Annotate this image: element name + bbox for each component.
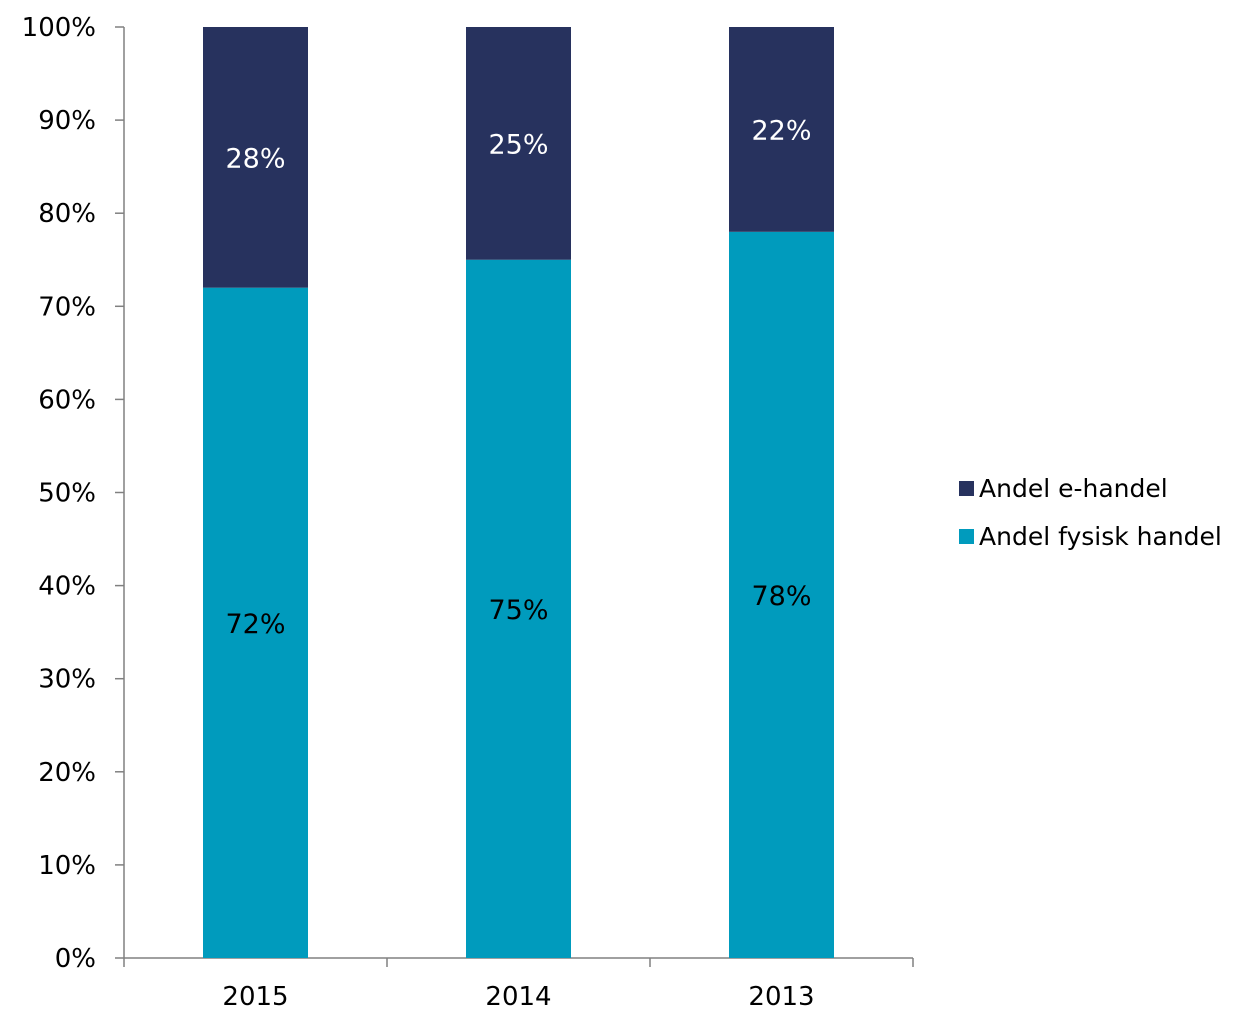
x-tick-label: 2015 [222, 982, 288, 1010]
legend-swatch [959, 529, 974, 544]
y-axis: 0% 10% 20% 30% 40% 50% 60% 70% 80% 90% 100% [22, 13, 125, 974]
data-label: 22% [751, 115, 811, 146]
data-label: 28% [225, 143, 285, 174]
y-tick-label: 50% [38, 479, 96, 509]
bar-segment-e-handel-2015 [203, 27, 308, 288]
y-tick-label: 0% [55, 944, 96, 974]
data-label: 78% [751, 581, 811, 612]
bar-segment-fysisk-handel-2015 [203, 287, 308, 958]
legend-label: Andel e-handel [979, 474, 1168, 503]
data-labels: 72% 28% 75% 25% 78% 22% [225, 115, 811, 639]
data-label: 25% [488, 129, 548, 160]
legend: Andel e-handel Andel fysisk handel [959, 474, 1222, 551]
data-label: 75% [488, 595, 548, 626]
y-tick-label: 40% [38, 572, 96, 602]
y-tick-label: 10% [38, 851, 96, 881]
y-tick-label: 60% [38, 385, 96, 415]
bar-segment-e-handel-2013 [729, 27, 834, 232]
bar-segment-fysisk-handel-2014 [466, 259, 571, 958]
y-tick-label: 70% [38, 292, 96, 322]
y-tick-label: 20% [38, 758, 96, 788]
y-tick-label: 100% [22, 13, 96, 43]
y-tick-label: 90% [38, 106, 96, 136]
legend-label: Andel fysisk handel [979, 522, 1222, 551]
x-tick-label: 2013 [748, 982, 814, 1010]
x-tick-label: 2014 [485, 982, 551, 1010]
bar-segment-fysisk-handel-2013 [729, 231, 834, 958]
legend-swatch [959, 481, 974, 496]
x-axis: 2015 2014 2013 [123, 957, 914, 1010]
bar-segment-e-handel-2014 [466, 27, 571, 260]
y-tick-label: 30% [38, 665, 96, 695]
data-label: 72% [225, 609, 285, 640]
bars [203, 27, 834, 958]
y-tick-label: 80% [38, 199, 96, 229]
